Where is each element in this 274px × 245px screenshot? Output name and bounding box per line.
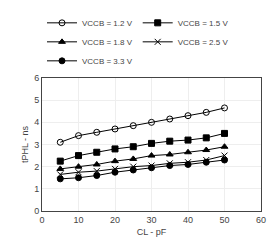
svg-text:VCCB = 1.8 V: VCCB = 1.8 V [82, 38, 133, 47]
svg-text:VCCB = 2.5 V: VCCB = 2.5 V [178, 38, 229, 47]
svg-text:VCCB = 3.3 V: VCCB = 3.3 V [82, 57, 133, 66]
svg-text:10: 10 [73, 215, 83, 225]
svg-text:6: 6 [34, 73, 39, 83]
svg-text:1: 1 [34, 184, 39, 194]
svg-text:4: 4 [34, 117, 39, 127]
svg-text:0: 0 [39, 215, 44, 225]
svg-text:30: 30 [146, 215, 156, 225]
svg-text:VCCB = 1.2 V: VCCB = 1.2 V [82, 19, 133, 28]
svg-text:2: 2 [34, 162, 39, 172]
svg-text:3: 3 [34, 140, 39, 150]
svg-text:5: 5 [34, 95, 39, 105]
svg-text:50: 50 [219, 215, 229, 225]
svg-text:CL - pF: CL - pF [137, 227, 167, 237]
svg-text:tPHL - ns: tPHL - ns [20, 125, 30, 163]
svg-text:20: 20 [110, 215, 120, 225]
svg-text:0: 0 [34, 206, 39, 216]
svg-text:VCCB = 1.5 V: VCCB = 1.5 V [178, 19, 229, 28]
svg-text:60: 60 [256, 215, 266, 225]
svg-text:40: 40 [183, 215, 193, 225]
